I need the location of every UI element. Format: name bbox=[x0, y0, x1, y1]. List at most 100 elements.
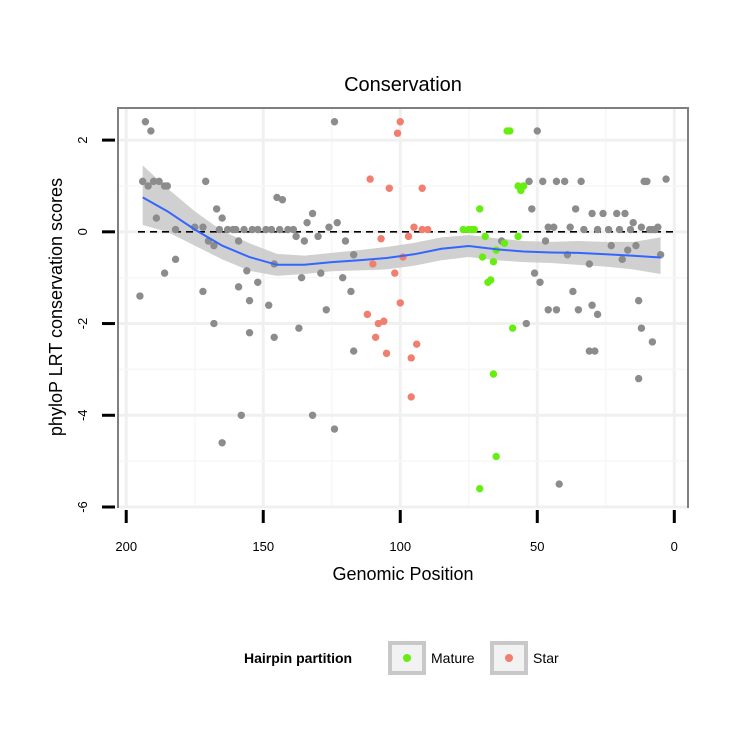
smooth-line-layer bbox=[142, 196, 661, 266]
point-other bbox=[555, 480, 563, 488]
plot-panel bbox=[117, 107, 689, 508]
point-mature bbox=[481, 232, 489, 241]
point-mature bbox=[519, 182, 528, 190]
legend-key-mature bbox=[388, 641, 426, 675]
point-mature bbox=[514, 232, 522, 241]
point-other bbox=[528, 205, 536, 213]
y-tick-label: -2 bbox=[75, 318, 90, 330]
point-mature bbox=[484, 278, 492, 286]
point-other bbox=[541, 237, 550, 245]
point-other bbox=[593, 225, 602, 234]
point-other bbox=[322, 306, 330, 314]
point-other bbox=[284, 225, 292, 234]
point-other bbox=[624, 246, 632, 254]
point-other bbox=[588, 209, 596, 218]
x-axis-title: Genomic Position bbox=[332, 564, 473, 584]
point-other bbox=[637, 223, 646, 231]
point-other bbox=[300, 237, 309, 245]
point-other bbox=[138, 177, 147, 186]
legend-dot-star bbox=[505, 654, 513, 662]
point-other bbox=[349, 251, 358, 259]
point-other bbox=[522, 319, 531, 328]
point-other bbox=[569, 287, 577, 296]
point-other bbox=[314, 232, 322, 241]
legend-label-star: Star bbox=[533, 650, 559, 666]
point-other bbox=[160, 269, 169, 277]
point-other bbox=[171, 255, 180, 264]
point-other bbox=[325, 223, 333, 231]
point-other bbox=[333, 218, 341, 227]
point-other bbox=[621, 209, 629, 218]
y-tick-label: 0 bbox=[75, 228, 90, 235]
point-other bbox=[308, 411, 317, 419]
point-mature bbox=[489, 370, 498, 378]
point-other bbox=[270, 333, 278, 342]
point-star bbox=[423, 225, 432, 234]
point-other bbox=[604, 225, 613, 234]
x-axis: 200 150 100 50 0 bbox=[115, 510, 678, 554]
point-other bbox=[585, 260, 594, 268]
point-other bbox=[544, 223, 552, 231]
point-other bbox=[525, 177, 533, 186]
confidence-ribbon bbox=[142, 165, 661, 276]
point-other bbox=[232, 225, 240, 234]
point-mature bbox=[508, 324, 517, 332]
point-other bbox=[607, 241, 615, 250]
point-star bbox=[380, 317, 388, 325]
point-other bbox=[262, 225, 270, 234]
point-star bbox=[407, 354, 415, 362]
point-mature bbox=[489, 257, 498, 266]
point-other bbox=[303, 218, 311, 227]
point-other bbox=[144, 182, 152, 190]
point-star bbox=[407, 393, 415, 401]
point-star bbox=[385, 184, 393, 192]
point-other bbox=[201, 177, 210, 186]
point-star bbox=[369, 260, 377, 268]
point-other bbox=[637, 324, 646, 332]
x-tick-label: 200 bbox=[115, 539, 137, 554]
confidence-ribbon-layer bbox=[142, 165, 661, 276]
point-star bbox=[382, 349, 391, 358]
point-other bbox=[267, 225, 276, 234]
point-other bbox=[218, 214, 226, 222]
point-other bbox=[218, 439, 226, 447]
legend-entry-mature: Mature bbox=[388, 641, 475, 675]
point-other bbox=[245, 296, 254, 305]
point-other bbox=[136, 292, 144, 300]
legend: Hairpin partition Mature Star bbox=[244, 641, 559, 675]
point-mature bbox=[467, 225, 476, 234]
point-other bbox=[223, 225, 232, 234]
point-other bbox=[574, 306, 583, 314]
point-other bbox=[155, 177, 163, 186]
point-other bbox=[648, 338, 657, 346]
legend-label-mature: Mature bbox=[431, 650, 475, 666]
point-other bbox=[560, 177, 569, 186]
point-other bbox=[536, 278, 544, 286]
point-other bbox=[588, 301, 596, 309]
point-other bbox=[330, 118, 339, 126]
point-other bbox=[591, 347, 599, 355]
point-mature bbox=[459, 225, 467, 234]
point-other bbox=[171, 225, 180, 234]
point-other bbox=[533, 127, 541, 135]
point-other bbox=[618, 255, 626, 264]
point-star bbox=[418, 225, 426, 234]
point-mature bbox=[500, 239, 509, 247]
point-other bbox=[234, 237, 243, 245]
point-other bbox=[248, 225, 256, 234]
point-star bbox=[377, 235, 385, 243]
point-other bbox=[552, 306, 561, 314]
point-star bbox=[410, 223, 418, 231]
point-other bbox=[199, 223, 207, 231]
point-other bbox=[580, 225, 588, 234]
point-other bbox=[629, 218, 637, 227]
legend-dot-mature bbox=[403, 654, 411, 662]
point-mature bbox=[476, 205, 484, 213]
point-other bbox=[308, 209, 317, 218]
point-other bbox=[552, 177, 561, 186]
chart-title: Conservation bbox=[344, 74, 462, 96]
point-other bbox=[634, 296, 643, 305]
point-other bbox=[626, 225, 635, 234]
point-other bbox=[254, 225, 262, 234]
point-other bbox=[571, 205, 580, 213]
